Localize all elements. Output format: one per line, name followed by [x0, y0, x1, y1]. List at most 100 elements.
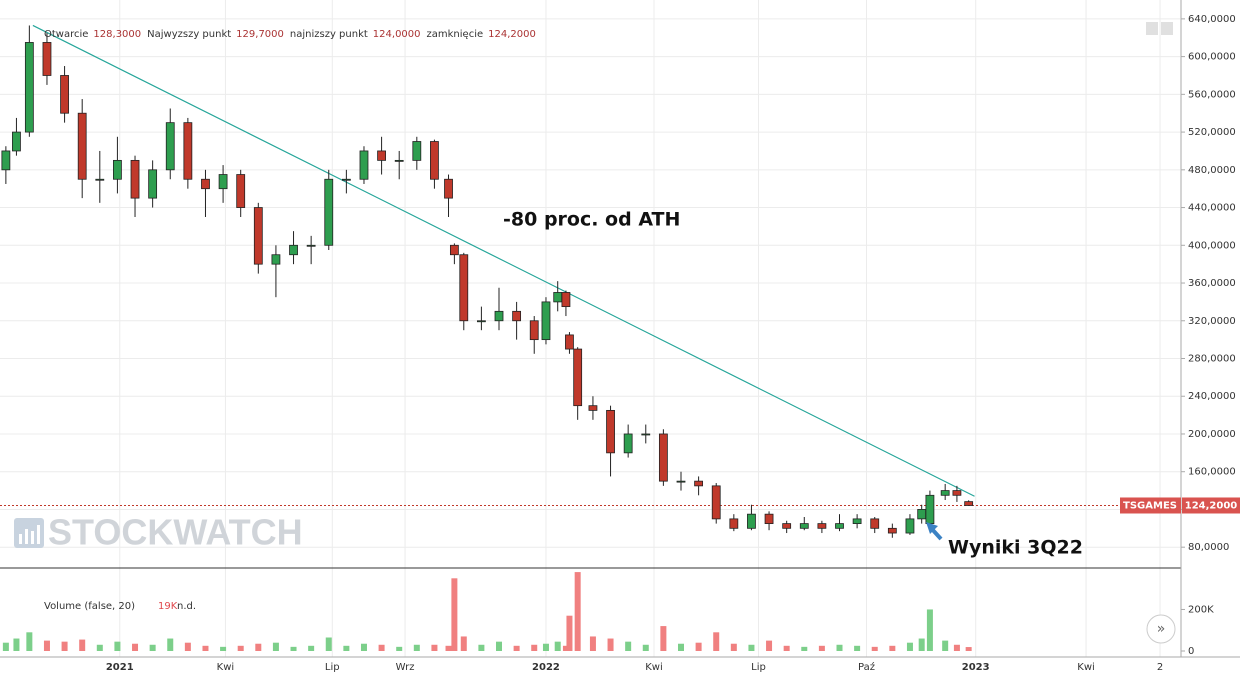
- volume-bar: [79, 639, 86, 651]
- candle-body: [817, 523, 827, 529]
- volume-bar: [554, 641, 561, 651]
- candle-body: [394, 159, 404, 162]
- candle-body: [623, 433, 633, 454]
- candle-body: [494, 310, 504, 322]
- candle-body: [183, 122, 193, 180]
- volume-bar: [184, 642, 191, 651]
- volume-bar: [801, 646, 808, 651]
- grid: [0, 0, 1180, 657]
- volume-title: Volume (false, 20): [44, 601, 135, 612]
- candle-body: [77, 112, 87, 180]
- candle-body: [940, 490, 950, 496]
- volume-tick-label: 200K: [1188, 604, 1214, 615]
- volume-bar: [445, 645, 452, 651]
- x-tick-label: Wrz: [396, 662, 415, 673]
- symbol-label: TSGAMES: [1123, 500, 1177, 511]
- volume-bar: [748, 644, 755, 651]
- candle-body: [573, 348, 583, 407]
- candle-body: [459, 254, 469, 322]
- volume-bar: [202, 645, 209, 651]
- volume-bar: [818, 645, 825, 651]
- volume-bar: [308, 645, 315, 651]
- candle-body: [835, 523, 844, 529]
- trendline: [32, 24, 975, 497]
- volume-bar: [149, 644, 156, 651]
- candle-body: [711, 485, 721, 520]
- volume-bar: [2, 642, 9, 651]
- volume-bar: [237, 645, 244, 651]
- volume-bar: [132, 643, 139, 651]
- candle-body: [449, 244, 459, 256]
- volume-bar: [478, 644, 485, 651]
- y-tick-label: 560,0000: [1188, 89, 1236, 100]
- volume-bar: [167, 638, 174, 651]
- y-tick-label: 160,0000: [1188, 467, 1236, 478]
- candle-body: [430, 141, 439, 180]
- candle-body: [253, 207, 263, 265]
- price-label: 124,2000: [1185, 500, 1238, 511]
- candle-body: [553, 292, 563, 303]
- x-tick-label: Lip: [751, 662, 766, 673]
- candle-body: [165, 122, 175, 171]
- x-tick-label: 2022: [532, 662, 560, 673]
- scroll-icon[interactable]: »: [1157, 621, 1166, 637]
- x-tick-label: Paź: [858, 661, 875, 673]
- candle-body: [870, 518, 880, 529]
- candle-body: [289, 244, 298, 256]
- ohlc-value: 124,2000: [488, 29, 536, 40]
- candle-body: [42, 42, 52, 76]
- watermark-logo: [14, 518, 44, 548]
- candle-body: [113, 159, 122, 180]
- candle-body: [306, 244, 316, 247]
- y-tick-label: 400,0000: [1188, 240, 1236, 251]
- candle-body: [565, 334, 574, 350]
- volume-bar: [460, 636, 467, 651]
- volume-bar: [343, 645, 350, 651]
- annotation: Wyniki 3Q22: [948, 537, 1083, 559]
- toolbar-icons[interactable]: [1146, 22, 1173, 35]
- candle-body: [95, 178, 105, 181]
- candle-body: [130, 159, 140, 199]
- volume-bar: [836, 644, 843, 651]
- candle-body: [694, 480, 704, 487]
- x-tick-label: Kwi: [645, 662, 663, 673]
- volume-bar: [942, 640, 949, 651]
- candle-body: [218, 174, 228, 190]
- volume-bar: [26, 632, 33, 651]
- candle-body: [324, 178, 334, 246]
- volume-bar: [713, 632, 720, 651]
- x-tick-label: Lip: [325, 662, 340, 673]
- volume-bar: [43, 640, 50, 651]
- y-tick-label: 600,0000: [1188, 52, 1236, 63]
- scroll-button[interactable]: [1146, 614, 1176, 644]
- y-tick-label: 480,0000: [1188, 165, 1236, 176]
- candle-body: [925, 494, 935, 525]
- volume-bar: [114, 641, 121, 651]
- candle-body: [764, 513, 774, 525]
- y-tick-label: 640,0000: [1188, 14, 1236, 25]
- volume-bar: [642, 644, 649, 651]
- volume-bar: [854, 645, 861, 651]
- ohlc-label: najnizszy punkt: [290, 29, 368, 40]
- volume-bar: [378, 644, 385, 651]
- ohlc-label: Najwyzszy punkt: [147, 29, 231, 40]
- volume-bar: [730, 643, 737, 651]
- volume-bar: [13, 638, 20, 651]
- y-tick-label: 280,0000: [1188, 354, 1236, 365]
- y-tick-label: 200,0000: [1188, 429, 1236, 440]
- arrow: [926, 522, 943, 541]
- candle-body: [12, 131, 21, 152]
- y-tick-label: 320,0000: [1188, 316, 1236, 327]
- candle-body: [952, 490, 962, 496]
- ohlc-header: Otwarcie 128,3000 Najwyzszy punkt 129,7000 n…: [44, 29, 536, 40]
- volume-bar: [953, 644, 960, 651]
- volume-bar: [574, 572, 581, 651]
- candle-body: [606, 409, 615, 454]
- volume-bar: [766, 640, 773, 651]
- y-tick-label: 240,0000: [1188, 391, 1236, 402]
- candle-body: [341, 178, 351, 181]
- volume-bar: [451, 578, 458, 651]
- volume-bar: [562, 645, 569, 651]
- candle-body: [676, 480, 686, 483]
